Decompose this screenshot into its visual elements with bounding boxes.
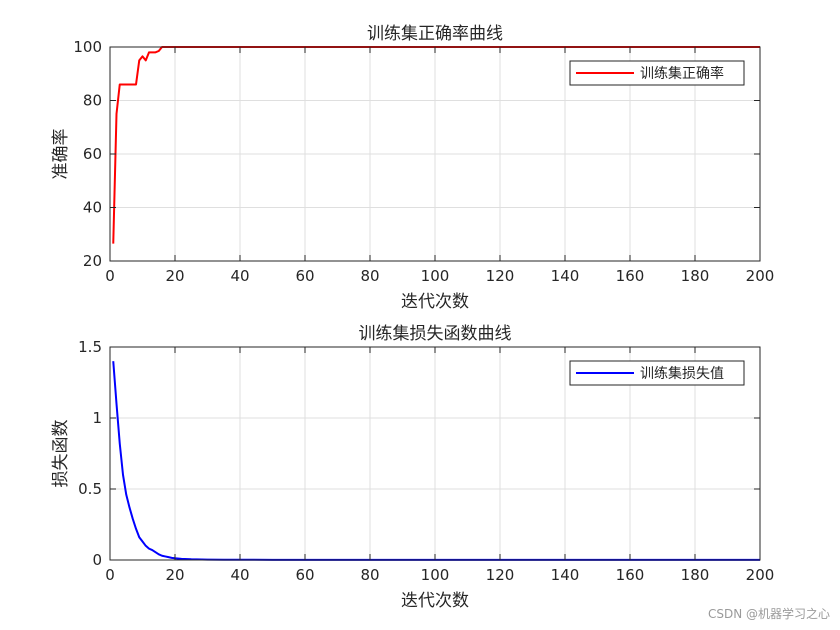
x-tick-label: 0 [105, 566, 115, 584]
legend-label: 训练集损失值 [640, 365, 724, 382]
x-tick-label: 120 [486, 566, 515, 584]
chart-title: 训练集损失函数曲线 [359, 324, 512, 344]
x-tick-label: 200 [746, 267, 775, 285]
x-tick-label: 140 [551, 267, 580, 285]
y-tick-label: 1.5 [78, 338, 102, 356]
x-tick-label: 120 [486, 267, 515, 285]
x-tick-label: 140 [551, 566, 580, 584]
x-tick-label: 20 [165, 566, 184, 584]
x-axis-label: 迭代次数 [401, 292, 469, 312]
x-tick-label: 60 [295, 566, 314, 584]
x-tick-label: 160 [616, 566, 645, 584]
x-tick-label: 40 [230, 566, 249, 584]
y-tick-label: 80 [83, 92, 102, 110]
x-tick-label: 100 [421, 267, 450, 285]
y-tick-label: 0 [92, 551, 102, 569]
y-axis-label: 损失函数 [51, 420, 71, 488]
y-axis-label: 准确率 [51, 129, 71, 180]
y-tick-label: 1 [92, 409, 102, 427]
x-tick-label: 80 [360, 566, 379, 584]
x-tick-label: 40 [230, 267, 249, 285]
chart-2: 0 20 40 60 80 100 120 140 160 180 200 0 0.5 1 1.5 训练集损失… [51, 324, 774, 611]
legend: 训练集损失值 [569, 360, 745, 386]
legend: 训练集正确率 [569, 60, 745, 86]
x-axis-label: 迭代次数 [401, 591, 469, 611]
x-tick-label: 180 [681, 267, 710, 285]
x-tick-label: 180 [681, 566, 710, 584]
x-tick-label: 60 [295, 267, 314, 285]
x-tick-label: 100 [421, 566, 450, 584]
y-tick-label: 0.5 [78, 480, 102, 498]
legend-label: 训练集正确率 [640, 65, 724, 82]
y-tick-label: 60 [83, 145, 102, 163]
x-tick-label: 20 [165, 267, 184, 285]
x-tick-label: 160 [616, 267, 645, 285]
watermark: CSDN @机器学习之心 [707, 607, 830, 621]
y-tick-label: 20 [83, 252, 102, 270]
x-tick-label: 200 [746, 566, 775, 584]
x-tick-label: 80 [360, 267, 379, 285]
chart-1: 0 20 40 60 80 100 120 140 160 180 20020406080100训练… [51, 24, 774, 312]
chart-title: 训练集正确率曲线 [367, 24, 503, 44]
y-tick-label: 40 [83, 199, 102, 217]
x-tick-label: 0 [105, 267, 115, 285]
y-tick-label: 100 [73, 38, 102, 56]
